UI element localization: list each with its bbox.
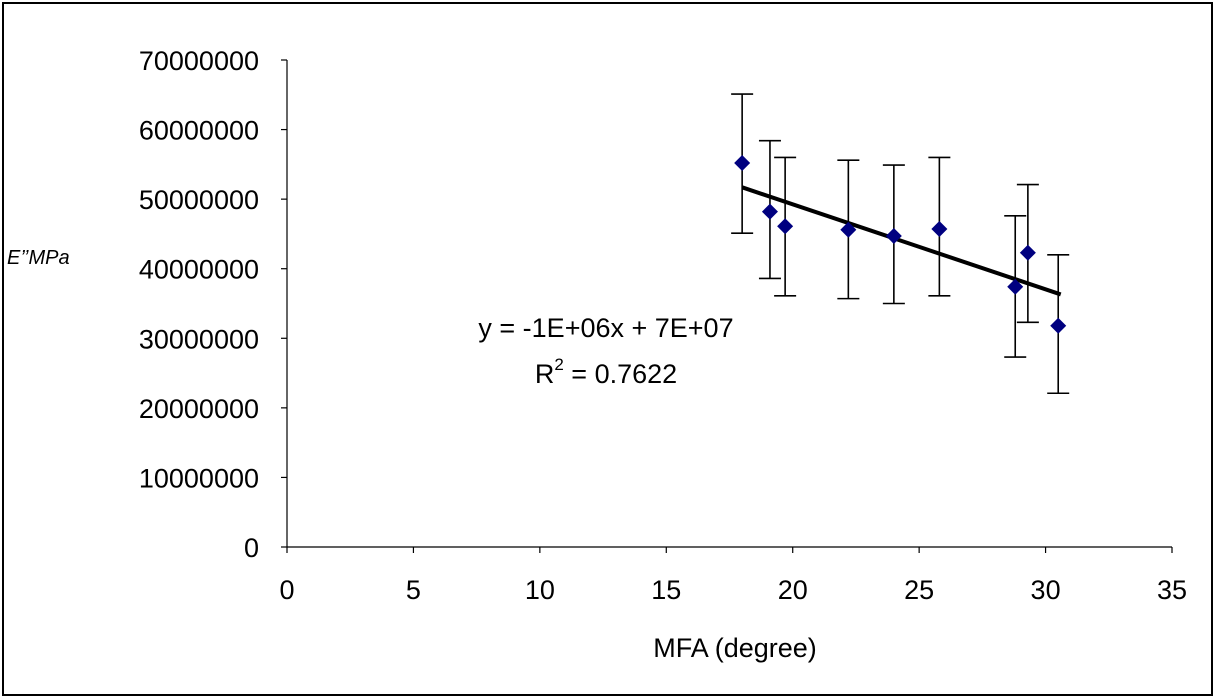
data-point xyxy=(1050,317,1067,334)
y-tick-label: 40000000 xyxy=(139,255,259,285)
data-point xyxy=(931,221,948,238)
data-point xyxy=(777,218,794,235)
trendline-group xyxy=(741,185,1062,297)
trendline-equation: y = -1E+06x + 7E+07 xyxy=(478,313,733,343)
x-axis-ticks: 0 5 10 15 20 25 30 35 xyxy=(279,547,1187,605)
data-point xyxy=(840,221,857,238)
y-axis-title: E’’MPa xyxy=(7,247,70,269)
r-squared-superscript: 2 xyxy=(554,355,563,374)
data-points xyxy=(734,154,1067,334)
y-tick-label: 50000000 xyxy=(139,185,259,215)
x-axis-title: MFA (degree) xyxy=(653,633,817,663)
y-tick-label: 10000000 xyxy=(139,463,259,493)
y-axis-ticks: 0 10000000 20000000 30000000 40000000 5000000… xyxy=(139,46,287,563)
x-tick-label: 20 xyxy=(778,575,808,605)
x-tick-label: 25 xyxy=(904,575,934,605)
x-tick-label: 15 xyxy=(651,575,681,605)
x-tick-label: 0 xyxy=(279,575,294,605)
data-point xyxy=(1007,278,1024,295)
y-tick-label: 0 xyxy=(244,533,259,563)
data-point xyxy=(734,154,751,171)
y-tick-label: 30000000 xyxy=(139,324,259,354)
x-tick-label: 30 xyxy=(1031,575,1061,605)
error-bars xyxy=(731,93,1070,395)
data-point xyxy=(761,203,778,220)
y-tick-label: 60000000 xyxy=(139,116,259,146)
data-point xyxy=(1019,244,1036,261)
y-tick-label: 70000000 xyxy=(139,46,259,76)
r-squared-label: R2 = 0.7622 xyxy=(535,355,677,389)
x-tick-label: 35 xyxy=(1157,575,1187,605)
r-squared-prefix: R xyxy=(535,359,555,389)
r-squared-value: = 0.7622 xyxy=(564,359,677,389)
x-tick-label: 5 xyxy=(406,575,421,605)
y-tick-label: 20000000 xyxy=(139,394,259,424)
trendline xyxy=(741,185,1062,297)
x-tick-label: 10 xyxy=(525,575,555,605)
data-point xyxy=(885,228,902,245)
